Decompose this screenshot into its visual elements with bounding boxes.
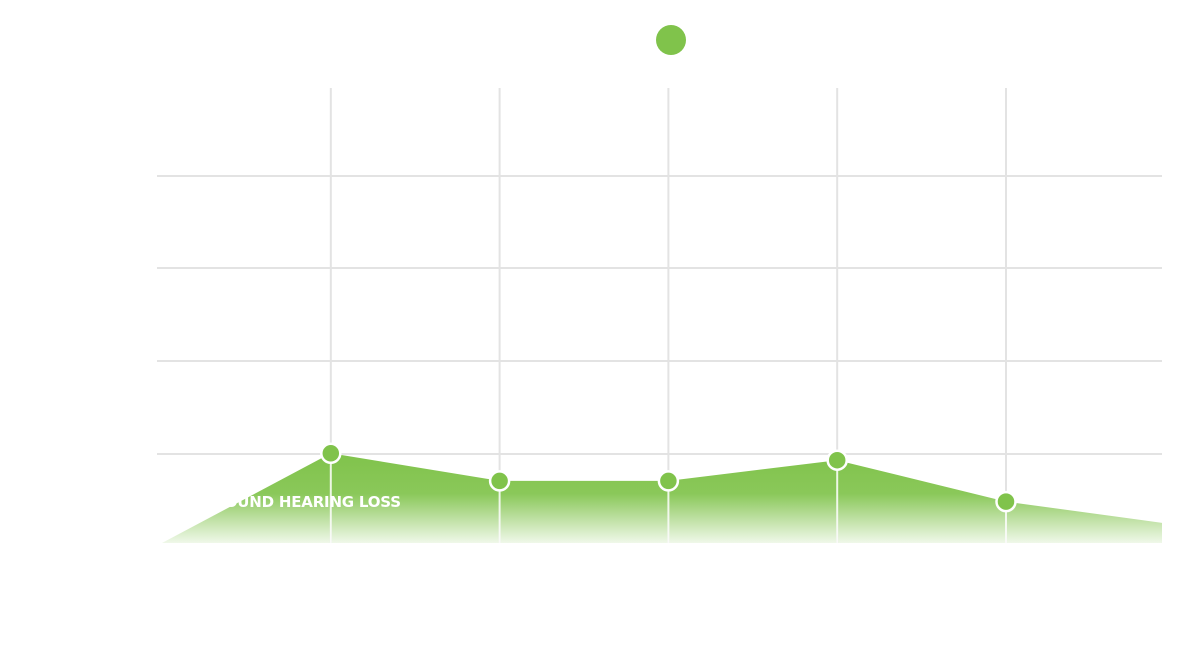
data-point-5 (995, 490, 1017, 513)
legend-marker (656, 25, 686, 55)
data-point-4 (826, 449, 848, 471)
series-area (162, 453, 1162, 543)
data-point-1 (320, 442, 342, 465)
band-label: PROFOUND HEARING LOSS (180, 493, 401, 511)
data-point-2 (488, 470, 511, 492)
data-point-3 (657, 470, 680, 492)
data-points (320, 442, 1017, 513)
